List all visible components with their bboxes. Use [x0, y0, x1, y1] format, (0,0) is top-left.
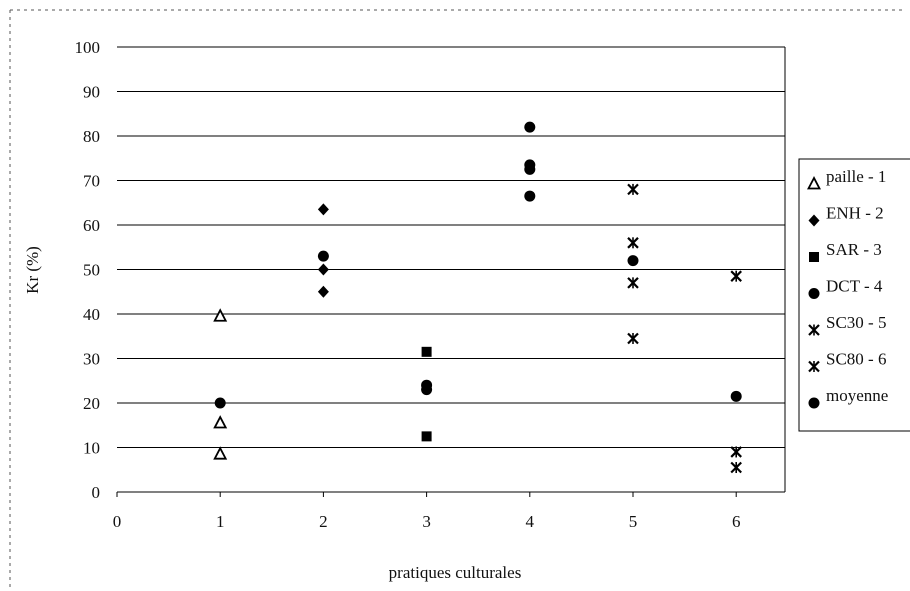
y-tick-label: 100: [75, 38, 101, 57]
x-tick-label: 3: [422, 512, 431, 531]
data-point-series-2: [317, 203, 329, 216]
y-tick-label: 40: [83, 305, 100, 324]
y-tick-label: 20: [83, 394, 100, 413]
data-point-series-7: [627, 255, 639, 267]
legend-marker: [808, 360, 820, 373]
data-point-series-5: [627, 237, 639, 249]
legend-marker: [808, 214, 820, 227]
data-point-series-7: [421, 384, 433, 396]
y-axis-ticks: 0 10 20 30 40 50 60 70 80 90 100: [75, 38, 101, 502]
y-tick-label: 0: [92, 483, 101, 502]
data-point-series-2: [317, 263, 329, 276]
legend-label: DCT - 4: [826, 277, 883, 296]
x-tick-label: 0: [113, 512, 122, 531]
x-tick-label: 2: [319, 512, 328, 531]
data-point-series-1: [213, 415, 228, 429]
y-tick-label: 50: [83, 261, 100, 280]
legend: paille - 1 ENH - 2 SAR - 3 DCT - 4 SC30 - 5 S…: [798, 158, 910, 432]
x-tick-label: 4: [526, 512, 535, 531]
legend-marker: [807, 176, 821, 190]
y-tick-label: 60: [83, 216, 100, 235]
legend-label: moyenne: [826, 386, 888, 405]
data-point-series-7: [730, 390, 742, 402]
data-point-series-7: [214, 397, 226, 409]
x-axis-title: pratiques culturales: [389, 563, 522, 582]
x-axis-ticks: 0 1 2 3 4 5 6: [113, 492, 741, 531]
y-axis-title: Kr (%): [23, 246, 42, 294]
data-point-series-7: [524, 163, 536, 175]
data-point-series-3: [421, 431, 432, 442]
data-point-series-7: [317, 250, 329, 262]
data-point-series-6: [730, 446, 742, 458]
legend-marker: [808, 324, 820, 336]
data-point-series-4: [524, 121, 536, 133]
data-point-series-2: [317, 285, 329, 298]
chart-area-border: [9, 9, 905, 588]
data-point-series-1: [213, 446, 228, 460]
data-points: [213, 121, 742, 474]
data-point-series-5: [627, 183, 639, 196]
y-tick-label: 30: [83, 350, 100, 369]
y-tick-label: 10: [83, 439, 100, 458]
data-point-series-6: [730, 270, 742, 282]
legend-marker: [808, 288, 820, 299]
data-point-series-1: [213, 308, 228, 322]
data-point-series-5: [627, 277, 639, 289]
legend-label: SC30 - 5: [826, 313, 886, 332]
x-tick-label: 6: [732, 512, 741, 531]
x-tick-label: 5: [629, 512, 638, 531]
y-tick-label: 90: [83, 83, 100, 102]
gridlines: [117, 46, 785, 448]
legend-label: paille - 1: [826, 167, 886, 186]
x-tick-label: 1: [216, 512, 225, 531]
y-tick-label: 80: [83, 127, 100, 146]
legend-label: SC80 - 6: [826, 350, 886, 369]
legend-marker: [808, 397, 820, 409]
data-point-series-5: [627, 332, 639, 345]
legend-label: ENH - 2: [826, 204, 884, 223]
legend-label: SAR - 3: [826, 240, 882, 259]
data-point-series-4: [524, 190, 536, 202]
data-point-series-6: [730, 461, 742, 474]
legend-marker: [809, 252, 819, 262]
data-point-series-3: [421, 346, 432, 357]
y-tick-label: 70: [83, 172, 100, 191]
